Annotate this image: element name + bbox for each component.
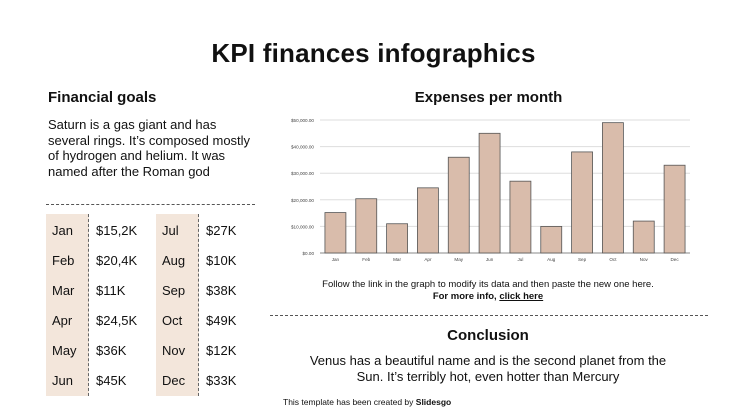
chart-heading: Expenses per month (414, 89, 563, 106)
bar (478, 132, 501, 254)
x-tick-label: Jul (517, 257, 523, 262)
month-label: Sep (162, 283, 186, 298)
values-column-right: $27K $10K $38K $49K $12K $33K (200, 214, 260, 396)
y-tick-label: $10,000.00 (291, 224, 314, 229)
credit-prefix: This template has been created by (283, 397, 416, 407)
month-label: Mar (52, 283, 75, 298)
x-tick-label: Dec (670, 257, 679, 262)
x-tick-label: Oct (609, 257, 617, 262)
y-tick-label: $20,000.00 (291, 198, 314, 203)
x-tick-label: Aug (547, 257, 556, 262)
x-tick-label: Jun (486, 257, 494, 262)
financial-goals-text: Saturn is a gas giant and has several ri… (48, 117, 251, 179)
month-label: Jan (52, 223, 73, 238)
bar (632, 220, 655, 254)
month-value: $11K (96, 283, 126, 298)
x-tick-label: Sep (578, 257, 587, 262)
month-value: $15,2K (96, 223, 138, 238)
credit-line: This template has been created by Slides… (283, 397, 451, 407)
expenses-bar-chart[interactable]: $0.00 $10,000.00 $20,000.00 $30,000.00 $40,0… (280, 112, 700, 264)
months-column-left: Jan Feb Mar Apr May Jun (46, 214, 89, 396)
bar (663, 164, 686, 254)
x-tick-label: Apr (424, 257, 432, 262)
y-tick-label: $40,000.00 (291, 145, 314, 150)
conclusion-text: Venus has a beautiful name and is the se… (309, 353, 667, 384)
bar (386, 223, 408, 254)
bar (571, 151, 593, 254)
bar (417, 187, 439, 254)
month-label: Apr (52, 313, 73, 328)
x-tick-label: Jan (332, 257, 340, 262)
click-here-link[interactable]: click here (499, 290, 544, 302)
bar (355, 198, 378, 254)
x-tick-label: Feb (362, 257, 370, 262)
month-label: May (52, 343, 77, 358)
bar (447, 156, 470, 254)
credit-brand[interactable]: Slidesgo (415, 397, 452, 407)
month-label: Jul (162, 223, 179, 238)
chart-note-line: Follow the link in the graph to modify i… (322, 279, 654, 290)
x-tick-label: Nov (640, 257, 649, 262)
month-value: $38K (206, 283, 237, 298)
y-tick-label: $50,000.00 (291, 118, 314, 123)
month-label: Jun (52, 373, 73, 388)
x-tick-label: May (454, 257, 463, 262)
month-value: $36K (96, 343, 127, 358)
values-column-left: $15,2K $20,4K $11K $24,5K $36K $45K (90, 214, 150, 396)
chart-note-more-info: For more info, click here (268, 291, 708, 303)
financial-goals-heading: Financial goals (48, 89, 157, 106)
month-value: $49K (206, 313, 237, 328)
month-value: $33K (206, 373, 237, 388)
month-value: $27K (206, 223, 237, 238)
month-value: $45K (96, 373, 127, 388)
month-label: Dec (162, 373, 186, 388)
month-value: $24,5K (96, 313, 138, 328)
month-label: Nov (162, 343, 186, 358)
bar (509, 180, 532, 254)
divider (270, 315, 708, 316)
bar (540, 226, 563, 254)
months-column-right: Jul Aug Sep Oct Nov Dec (156, 214, 199, 396)
more-info-prefix: For more info, (432, 290, 500, 302)
chart-note: Follow the link in the graph to modify i… (268, 279, 708, 302)
month-value: $12K (206, 343, 237, 358)
bar (602, 122, 624, 254)
month-label: Aug (162, 253, 186, 268)
page-title: KPI finances infographics (211, 38, 536, 68)
month-label: Feb (52, 253, 75, 268)
month-value: $10K (206, 253, 237, 268)
y-tick-label: $30,000.00 (291, 171, 314, 176)
bar (324, 212, 347, 254)
x-tick-label: Mar (393, 257, 401, 262)
conclusion-heading: Conclusion (447, 327, 529, 344)
y-tick-label: $0.00 (303, 251, 315, 256)
divider (46, 204, 255, 205)
month-label: Oct (162, 313, 183, 328)
month-value: $20,4K (96, 253, 138, 268)
